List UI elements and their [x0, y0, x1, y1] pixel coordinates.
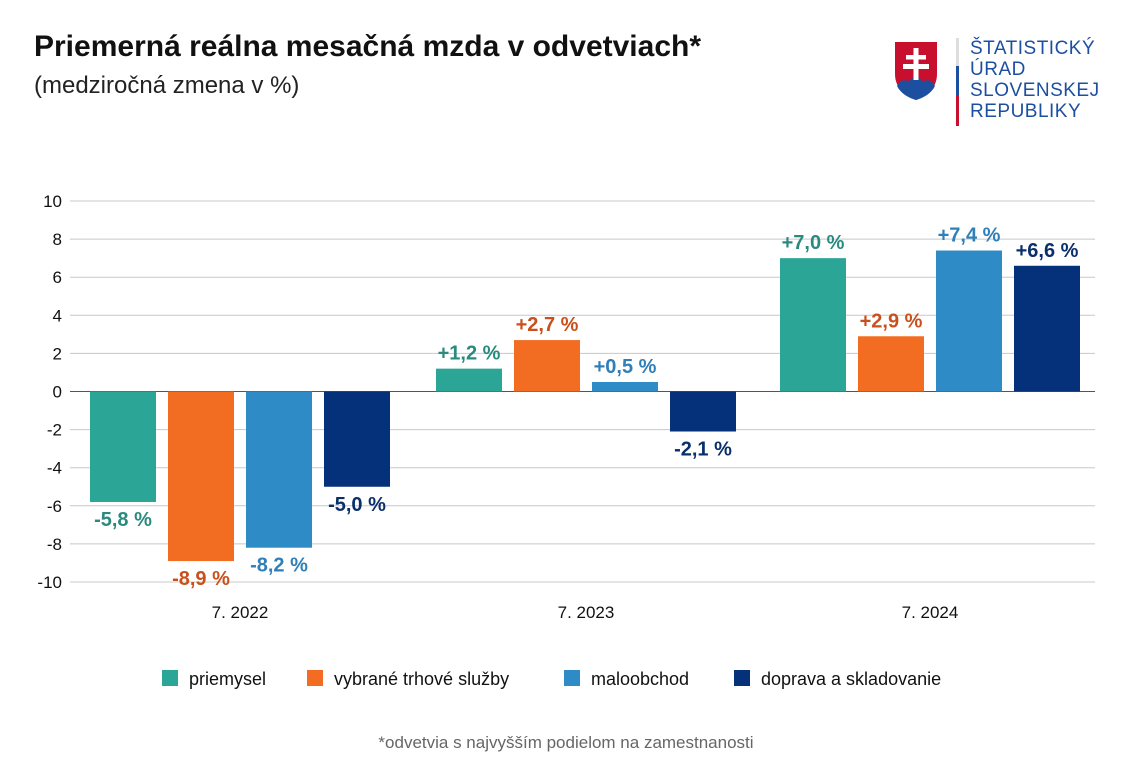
logo-text-line: ÚRAD [970, 59, 1026, 80]
footnote: *odvetvia s najvyšším podielom na zamest… [378, 733, 754, 752]
legend-label: doprava a skladovanie [761, 669, 941, 689]
data-label: -8,9 % [172, 568, 230, 590]
bar [324, 391, 390, 487]
y-tick-label: 8 [53, 230, 62, 249]
bar [90, 391, 156, 502]
bar [168, 391, 234, 562]
bar [1014, 265, 1080, 392]
data-label: -5,8 % [94, 509, 152, 531]
legend-swatch [162, 670, 178, 686]
data-label: +6,6 % [1016, 240, 1079, 262]
bar [936, 250, 1002, 392]
y-tick-label: 10 [43, 192, 62, 211]
bar [246, 391, 312, 548]
x-tick-label: 7. 2024 [902, 603, 959, 622]
y-tick-label: 2 [53, 344, 62, 363]
logo-text-line: SLOVENSKEJ [970, 80, 1100, 101]
data-label: +1,2 % [438, 343, 501, 365]
bar [514, 340, 580, 392]
statistical-office-logo: ŠTATISTICKÝ ÚRAD SLOVENSKEJ REPUBLIKY [893, 38, 1103, 128]
logo-text-line: ŠTATISTICKÝ [970, 38, 1096, 59]
y-tick-label: -10 [37, 573, 62, 592]
y-tick-label: 4 [53, 306, 62, 325]
bar [780, 258, 846, 392]
legend-label: vybrané trhové služby [334, 669, 509, 689]
data-label: -8,2 % [250, 555, 308, 577]
bar [436, 368, 502, 392]
y-tick-label: 0 [53, 383, 62, 402]
bar [670, 391, 736, 432]
data-label: -2,1 % [674, 439, 732, 461]
x-tick-label: 7. 2023 [558, 603, 615, 622]
legend-swatch [734, 670, 750, 686]
coat-of-arms-icon [895, 42, 937, 100]
y-tick-label: -8 [47, 535, 62, 554]
y-tick-label: -4 [47, 459, 62, 478]
x-tick-label: 7. 2022 [212, 603, 269, 622]
chart-title: Priemerná reálna mesačná mzda v odvetvia… [34, 30, 702, 63]
data-label: -5,0 % [328, 494, 386, 516]
chart-subtitle: (medziročná zmena v %) [34, 72, 300, 99]
logo-text-line: REPUBLIKY [970, 101, 1082, 122]
bar [592, 381, 658, 392]
legend-label: maloobchod [591, 669, 689, 689]
data-label: +0,5 % [594, 356, 657, 378]
data-label: +2,9 % [860, 310, 923, 332]
data-label: +7,0 % [782, 232, 845, 254]
y-tick-label: -2 [47, 421, 62, 440]
data-label: +7,4 % [938, 225, 1001, 247]
bar [858, 336, 924, 392]
y-tick-label: 6 [53, 268, 62, 287]
legend-label: priemysel [189, 669, 266, 689]
data-label: +2,7 % [516, 314, 579, 336]
y-tick-label: -6 [47, 497, 62, 516]
legend-swatch [564, 670, 580, 686]
legend-swatch [307, 670, 323, 686]
